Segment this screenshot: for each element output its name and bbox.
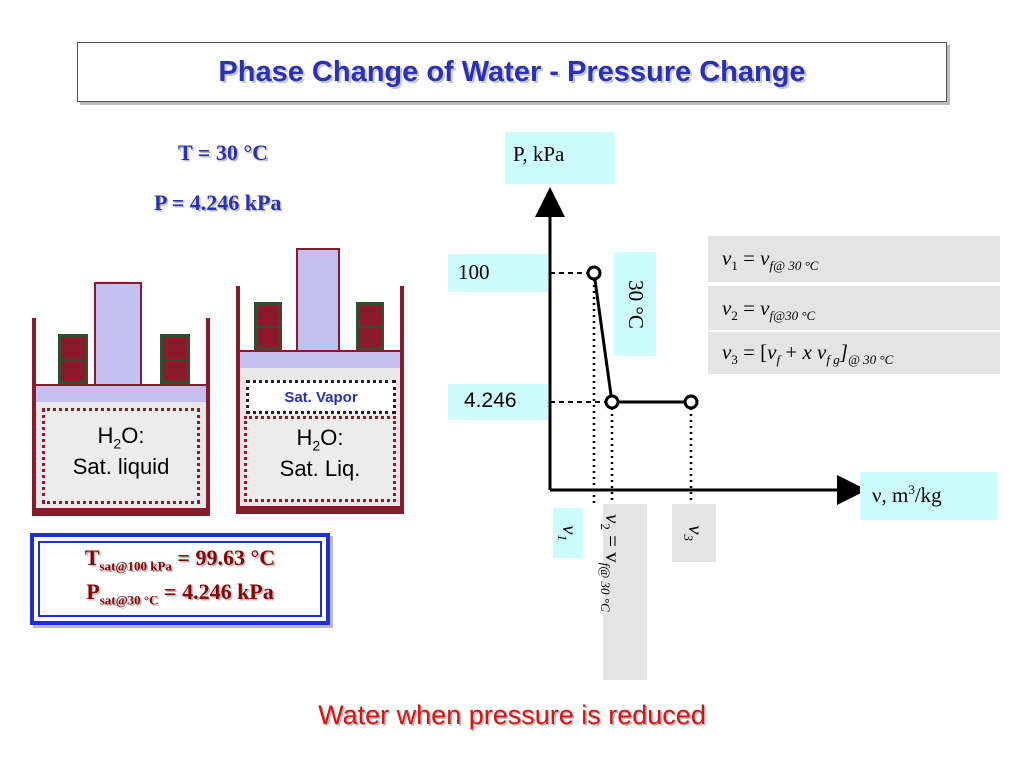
cylinder-left-weight-left bbox=[58, 334, 88, 384]
footer-caption: Water when pressure is reduced bbox=[318, 700, 706, 730]
cylinder-left: H2O: Sat. liquid bbox=[32, 280, 210, 516]
state-2-point bbox=[604, 394, 620, 410]
v1-label: v1 bbox=[553, 508, 583, 558]
page-title: Phase Change of Water - Pressure Change bbox=[218, 55, 806, 88]
cylinder-left-piston-rod bbox=[94, 282, 142, 384]
cylinder-right-liquid-region bbox=[244, 416, 396, 502]
p-axis-label: P, kPa bbox=[505, 132, 615, 184]
cylinder-right-piston bbox=[240, 350, 400, 370]
p-low-label: 4.246 bbox=[448, 384, 548, 420]
equation-v3: v3 = [vf + x vf g]@ 30 °C bbox=[708, 332, 1000, 374]
cylinder-right-weight-right bbox=[356, 302, 384, 350]
cylinder-right-floor bbox=[236, 506, 404, 514]
v3-label: v3 bbox=[672, 504, 716, 562]
cylinder-left-piston bbox=[36, 384, 206, 404]
sat-vapor-region: Sat. Vapor bbox=[246, 380, 396, 414]
cylinder-left-label: H2O: Sat. liquid bbox=[42, 424, 200, 479]
cylinder-right-wall-right bbox=[400, 286, 404, 514]
psat-line: Psat@30 °C = 4.246 kPa bbox=[86, 579, 274, 608]
state-1-point bbox=[586, 265, 602, 281]
cylinder-left-wall-left bbox=[32, 318, 36, 516]
cylinder-left-state: Sat. liquid bbox=[72, 454, 170, 480]
cylinder-left-liquid-region bbox=[42, 408, 200, 504]
saturation-properties-box: Tsat@100 kPa = 99.63 °C Psat@30 °C = 4.2… bbox=[30, 533, 330, 625]
cylinder-right-wall-left bbox=[236, 286, 240, 514]
cylinder-right-weight-left bbox=[254, 302, 282, 350]
temperature-condition: T = 30 °C bbox=[178, 140, 268, 165]
v-axis-label: ν, m3/kg bbox=[860, 472, 998, 520]
pressure-condition: P = 4.246 kPa bbox=[154, 190, 282, 215]
cylinder-right-state: Sat. Liq. bbox=[279, 456, 361, 482]
equation-v2: v2 = vf@30 °C bbox=[708, 286, 1000, 330]
cylinder-right-piston-rod bbox=[296, 248, 340, 350]
p-high-label: 100 bbox=[448, 254, 548, 292]
pv-diagram bbox=[535, 187, 867, 505]
tsat-line: Tsat@100 kPa = 99.63 °C bbox=[84, 544, 276, 573]
cylinder-right: Sat. Vapor H2O: Sat. Liq. bbox=[236, 246, 404, 514]
state-3-point bbox=[683, 394, 699, 410]
equation-v1: v1 = vf@ 30 °C bbox=[708, 236, 1000, 282]
title-box: Phase Change of Water - Pressure Change bbox=[77, 42, 947, 102]
v2-label: v2 = vf@ 30 °C bbox=[598, 504, 647, 680]
isotherm-label: 30 °C bbox=[614, 252, 656, 356]
cylinder-right-label: H2O: Sat. Liq. bbox=[244, 426, 396, 481]
cylinder-left-weight-right bbox=[160, 334, 190, 384]
cylinder-left-wall-right bbox=[206, 318, 210, 516]
cylinder-left-floor bbox=[32, 508, 210, 516]
process-1-2 bbox=[592, 272, 614, 403]
